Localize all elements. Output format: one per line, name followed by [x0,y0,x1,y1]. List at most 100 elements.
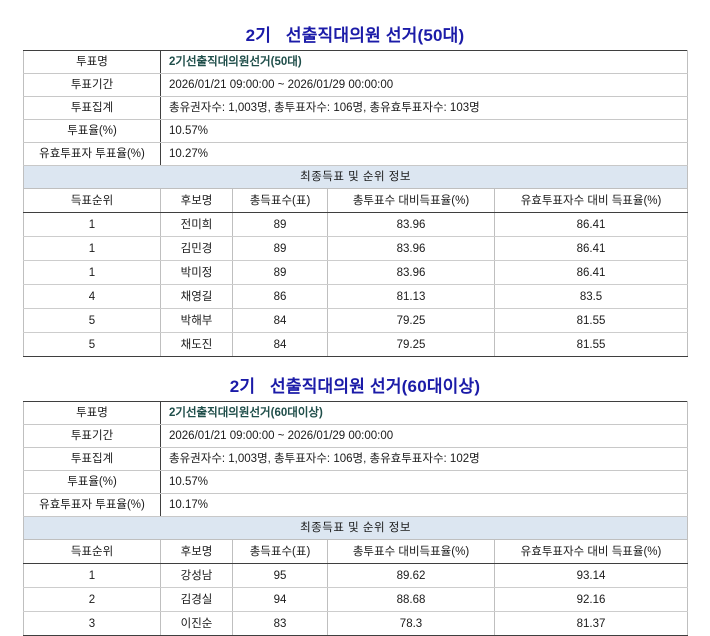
column-header-votes: 총득표수(표) [232,188,328,213]
cell-pct-valid: 81.55 [493,308,689,333]
cell-rank: 4 [23,284,161,309]
cell-rank: 2 [23,587,161,612]
column-header-rank: 득표순위 [23,539,161,564]
cell-votes: 89 [232,212,328,237]
cell-name: 김민경 [160,236,233,261]
page-title-50s: 2기 선출직대의원 선거(50대) [245,26,465,45]
value-vote-tally: 총유권자수: 1,003명, 총투표자수: 106명, 총유효투표자수: 102… [160,447,688,471]
column-header-name: 후보명 [160,539,233,564]
cell-pct-valid: 86.41 [493,212,689,237]
results-header-row: 득표순위 후보명 총득표수(표) 총투표수 대비득표율(%) 유효투표자수 대비… [23,539,688,564]
column-header-pct-total: 총투표수 대비득표율(%) [327,188,495,213]
cell-pct-total: 78.3 [327,611,495,636]
cell-rank: 5 [23,332,161,357]
cell-pct-total: 83.96 [327,260,495,285]
results-header-row: 득표순위 후보명 총득표수(표) 총투표수 대비득표율(%) 유효투표자수 대비… [23,188,689,213]
cell-rank: 1 [23,236,161,261]
table-row: 2 김경실 94 88.68 92.16 [23,587,688,612]
table-row: 5 채도진 84 79.25 81.55 [23,332,689,357]
cell-pct-total: 79.25 [327,308,495,333]
vote-section-50s: 2기 선출직대의원 선거(50대) 투표명 2기선출직대의원선거(50대) 투표… [22,0,689,357]
value-turnout: 10.57% [159,119,689,143]
value-vote-tally: 총유권자수: 1,003명, 총투표자수: 106명, 총유효투표자수: 103… [159,96,689,120]
cell-rank: 1 [23,260,161,285]
results-band-row: 최종득표 및 순위 정보 [23,516,688,540]
column-header-name: 후보명 [160,188,233,213]
cell-pct-total: 83.96 [327,212,495,237]
column-header-pct-valid: 유효투표자수 대비 득표율(%) [494,539,688,564]
column-header-rank: 득표순위 [23,188,161,213]
value-valid-turnout: 10.17% [160,493,688,517]
cell-pct-valid: 92.16 [494,587,688,612]
column-header-votes: 총득표수(표) [232,539,328,564]
label-valid-turnout: 유효투표자 투표율(%) [23,493,161,517]
vote-table-60s: 투표명 2기선출직대의원선거(60대이상) 투표기간 2026/01/21 09… [23,401,688,636]
cell-name: 이진순 [160,611,233,636]
table-row: 1 박미정 89 83.96 86.41 [23,260,689,285]
cell-pct-valid: 81.55 [493,332,689,357]
info-row-valid-turnout: 유효투표자 투표율(%) 10.17% [23,493,688,517]
cell-votes: 86 [232,284,328,309]
label-vote-period: 투표기간 [23,73,161,97]
cell-votes: 89 [232,236,328,261]
cell-pct-total: 81.13 [327,284,495,309]
value-vote-period: 2026/01/21 09:00:00 ~ 2026/01/29 00:00:0… [159,73,689,97]
vote-section-60s: 2기 선출직대의원 선거(60대이상) 투표명 2기선출직대의원선거(60대이상… [23,357,688,636]
label-turnout: 투표율(%) [23,119,161,143]
table-row: 1 전미희 89 83.96 86.41 [23,212,689,237]
label-vote-tally: 투표집계 [23,447,161,471]
cell-votes: 94 [232,587,328,612]
vote-table-50s: 투표명 2기선출직대의원선거(50대) 투표기간 2026/01/21 09:0… [22,50,689,357]
cell-pct-valid: 86.41 [493,260,689,285]
table-row: 1 강성남 95 89.62 93.14 [23,563,688,588]
info-row-valid-turnout: 유효투표자 투표율(%) 10.27% [23,142,689,166]
cell-votes: 84 [232,308,328,333]
info-row-turnout: 투표율(%) 10.57% [23,119,689,143]
results-band-title: 최종득표 및 순위 정보 [22,165,689,189]
label-vote-tally: 투표집계 [23,96,161,120]
value-vote-period: 2026/01/21 09:00:00 ~ 2026/01/29 00:00:0… [160,424,688,448]
table-row: 1 김민경 89 83.96 86.41 [23,236,689,261]
info-row-vote-name: 투표명 2기선출직대의원선거(50대) [23,50,689,74]
value-valid-turnout: 10.27% [159,142,689,166]
cell-rank: 1 [23,212,161,237]
label-vote-name: 투표명 [23,50,161,74]
cell-name: 강성남 [160,563,233,588]
cell-pct-valid: 83.5 [493,284,689,309]
cell-pct-valid: 81.37 [494,611,688,636]
cell-pct-total: 79.25 [327,332,495,357]
cell-pct-valid: 86.41 [493,236,689,261]
cell-name: 박미정 [160,260,233,285]
cell-rank: 3 [23,611,161,636]
label-vote-period: 투표기간 [23,424,161,448]
cell-rank: 5 [23,308,161,333]
value-vote-name: 2기선출직대의원선거(60대이상) [160,401,688,425]
info-row-turnout: 투표율(%) 10.57% [23,470,688,494]
cell-name: 채영길 [160,284,233,309]
info-row-vote-tally: 투표집계 총유권자수: 1,003명, 총투표자수: 106명, 총유효투표자수… [23,447,688,471]
cell-name: 전미희 [160,212,233,237]
info-row-vote-tally: 투표집계 총유권자수: 1,003명, 총투표자수: 106명, 총유효투표자수… [23,96,689,120]
label-valid-turnout: 유효투표자 투표율(%) [23,142,161,166]
info-row-vote-period: 투표기간 2026/01/21 09:00:00 ~ 2026/01/29 00… [23,73,689,97]
cell-votes: 84 [232,332,328,357]
label-turnout: 투표율(%) [23,470,161,494]
info-row-vote-period: 투표기간 2026/01/21 09:00:00 ~ 2026/01/29 00… [23,424,688,448]
column-header-pct-total: 총투표수 대비득표율(%) [327,539,495,564]
value-vote-name: 2기선출직대의원선거(50대) [159,50,689,74]
cell-votes: 83 [232,611,328,636]
cell-name: 김경실 [160,587,233,612]
page-title-60s: 2기 선출직대의원 선거(60대이상) [229,377,481,396]
cell-pct-valid: 93.14 [494,563,688,588]
label-vote-name: 투표명 [23,401,161,425]
column-header-pct-valid: 유효투표자수 대비 득표율(%) [493,188,689,213]
cell-name: 박해부 [160,308,233,333]
table-row: 3 이진순 83 78.3 81.37 [23,611,688,636]
cell-name: 채도진 [160,332,233,357]
cell-rank: 1 [23,563,161,588]
cell-pct-total: 88.68 [327,587,495,612]
table-row: 5 박해부 84 79.25 81.55 [23,308,689,333]
cell-votes: 95 [232,563,328,588]
cell-pct-total: 89.62 [327,563,495,588]
